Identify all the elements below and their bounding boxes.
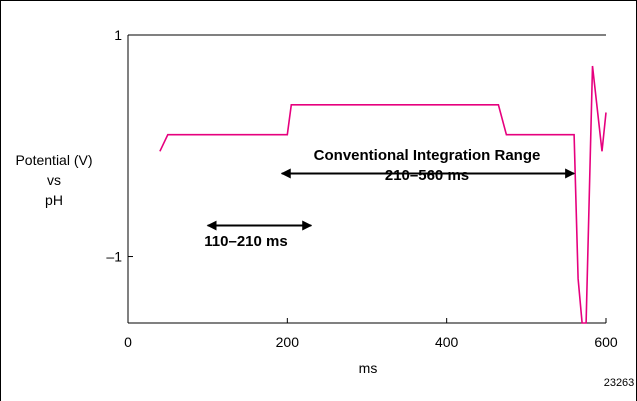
series-line <box>159 65 607 324</box>
short-range-label: 110–210 ms <box>204 233 287 250</box>
y-axis-label-line-2: vs <box>47 172 61 188</box>
x-axis-label: ms <box>359 360 378 376</box>
conventional-range-label-line-1: Conventional Integration Range <box>314 147 541 164</box>
x-tick-label: 600 <box>594 334 618 350</box>
conventional-range-label-line-2: 210–560 ms <box>385 167 469 184</box>
y-axis-label: Potential (V) vs pH <box>10 150 98 210</box>
x-tick-label: 200 <box>276 334 300 350</box>
series-layer <box>159 65 607 324</box>
annotation-layer <box>206 168 576 231</box>
figure-id: 23263 <box>604 377 635 389</box>
axes: 0 200 400 600 1 –1 <box>106 27 617 350</box>
y-axis-label-line-1: Potential (V) <box>15 152 93 168</box>
y-tick-label: 1 <box>114 27 122 43</box>
y-tick-label: –1 <box>106 249 122 265</box>
x-tick-label: 400 <box>435 334 459 350</box>
y-axis-label-line-3: pH <box>45 192 63 208</box>
x-tick-label: 0 <box>124 334 132 350</box>
